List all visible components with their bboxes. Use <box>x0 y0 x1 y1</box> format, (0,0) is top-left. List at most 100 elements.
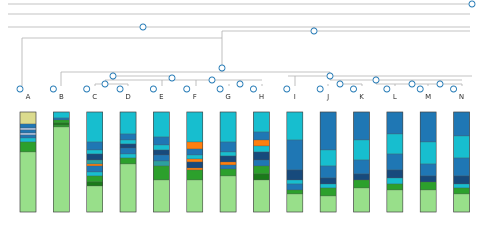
segment <box>19 111 37 125</box>
column-label: E <box>159 93 163 101</box>
column-outline <box>419 111 437 213</box>
segment <box>353 159 370 175</box>
page: {"chart_data": {"type": "stacked-column-… <box>8 0 476 213</box>
leaf-node[interactable] <box>450 85 457 93</box>
segment <box>19 134 37 139</box>
segment <box>219 151 237 157</box>
column-outline <box>53 111 70 213</box>
column <box>19 111 37 213</box>
segment <box>186 154 203 160</box>
segment <box>153 179 170 213</box>
tree-node[interactable] <box>372 76 380 84</box>
tree-link <box>21 31 472 86</box>
segment <box>119 163 137 213</box>
tree-node[interactable] <box>468 0 476 8</box>
column-label: D <box>125 93 130 101</box>
segment <box>286 189 303 195</box>
segment <box>420 189 437 213</box>
column <box>353 111 370 213</box>
segment <box>153 144 170 151</box>
segment <box>286 139 303 171</box>
segment <box>19 127 37 131</box>
column <box>53 111 70 213</box>
segment <box>219 161 237 166</box>
leaf-node[interactable] <box>16 85 24 93</box>
leaf-node[interactable] <box>383 85 391 93</box>
segment <box>186 161 203 169</box>
tree-node[interactable] <box>208 76 216 84</box>
segment <box>153 149 170 156</box>
column-label: L <box>393 93 397 101</box>
segment <box>86 181 103 187</box>
segment <box>353 187 370 213</box>
tree-node[interactable] <box>408 80 416 88</box>
leaf-node[interactable] <box>83 85 91 93</box>
segment <box>86 171 103 177</box>
segment <box>253 165 270 175</box>
leaf-node[interactable] <box>149 85 157 93</box>
segment <box>53 124 70 128</box>
tree-node[interactable] <box>310 27 318 35</box>
segment <box>319 187 337 197</box>
segment <box>186 167 203 171</box>
segment <box>186 158 203 163</box>
segment <box>319 165 337 179</box>
leaf-node[interactable] <box>416 85 424 93</box>
segment <box>253 173 270 181</box>
column <box>253 111 270 213</box>
segment <box>119 153 137 159</box>
segment <box>19 129 37 134</box>
segment <box>286 179 303 185</box>
tree-node[interactable] <box>336 80 344 88</box>
segment <box>353 139 370 161</box>
tree-nodes <box>101 0 476 88</box>
leaf-node[interactable] <box>316 85 324 93</box>
tree-node[interactable] <box>139 23 147 31</box>
leaf-node[interactable] <box>183 85 191 93</box>
segment <box>453 135 470 159</box>
column-outline <box>386 111 404 213</box>
column-outline <box>119 111 137 213</box>
leaf-node[interactable] <box>249 85 257 93</box>
segment <box>86 153 103 161</box>
segment <box>86 159 103 165</box>
column-label: N <box>459 93 464 101</box>
segment <box>319 183 337 189</box>
segment <box>219 164 237 170</box>
leaf-node[interactable] <box>350 85 357 93</box>
column-outline <box>219 111 237 213</box>
tree-node[interactable] <box>236 80 244 88</box>
segment <box>86 149 103 155</box>
segment <box>286 169 303 181</box>
leaf-node[interactable] <box>283 85 291 93</box>
segment <box>86 111 103 143</box>
leaf-node[interactable] <box>216 85 224 93</box>
segment <box>53 117 70 121</box>
column-label: F <box>193 93 197 101</box>
leaf-node[interactable] <box>49 85 57 93</box>
tree-node[interactable] <box>109 72 117 80</box>
tree-node[interactable] <box>436 80 444 88</box>
segment <box>386 169 404 179</box>
column-outline <box>253 111 270 213</box>
segment <box>53 126 70 213</box>
tree-node[interactable] <box>101 80 109 88</box>
segment <box>19 137 37 143</box>
segment <box>153 154 170 162</box>
segment <box>420 111 437 143</box>
segment <box>253 159 270 167</box>
column-label: J <box>326 93 329 101</box>
segment <box>319 149 337 167</box>
segment <box>386 153 404 171</box>
column-outline <box>186 111 204 213</box>
segment <box>420 175 437 183</box>
segment <box>453 157 470 177</box>
segment <box>19 141 37 153</box>
segment <box>53 111 70 119</box>
segment <box>386 133 404 155</box>
tree-node[interactable] <box>218 64 226 72</box>
leaf-node[interactable] <box>116 85 124 93</box>
tree-node[interactable] <box>168 74 176 82</box>
segment <box>86 165 103 173</box>
tree-node[interactable] <box>326 72 334 80</box>
